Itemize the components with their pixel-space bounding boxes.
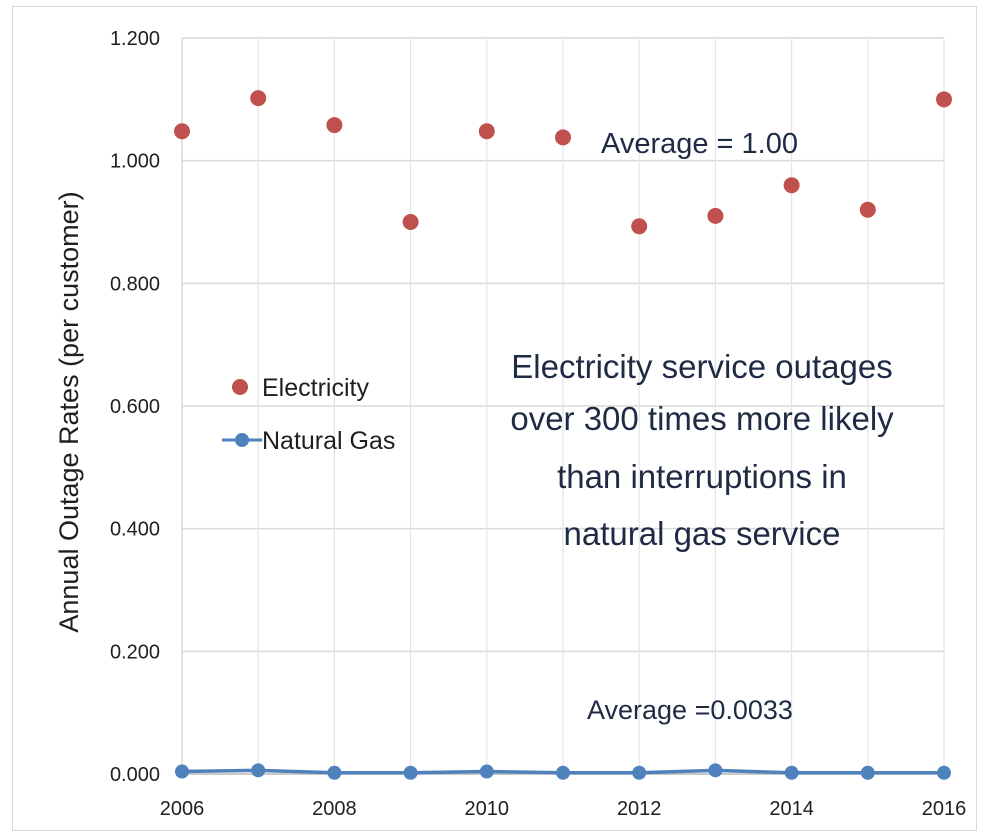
electricity-point [174, 123, 190, 140]
natural-gas-point [327, 765, 342, 780]
legend-electricity-label: Electricity [262, 374, 369, 402]
legend-natural-gas-marker [235, 433, 249, 447]
legend: Electricity Natural Gas [222, 374, 395, 455]
y-tick-label: 0.200 [110, 641, 160, 663]
electricity-average-annotation: Average = 1.00 [601, 128, 798, 160]
natural-gas-point [937, 765, 951, 780]
x-tick-label: 2010 [465, 798, 510, 820]
x-tick-label: 2008 [312, 798, 357, 820]
axes: Annual Outage Rates (per customer) 0.000… [54, 28, 966, 820]
y-tick-label: 0.800 [110, 273, 160, 295]
electricity-point [326, 117, 343, 134]
series-electricity [174, 90, 952, 235]
y-tick-label: 0.000 [110, 764, 160, 786]
natural-gas-point [403, 765, 418, 780]
y-axis-title: Annual Outage Rates (per customer) [54, 191, 84, 632]
legend-natural-gas-label: Natural Gas [262, 427, 395, 455]
comparison-note-line-1: Electricity service outages [511, 348, 892, 385]
x-tick-label: 2016 [922, 798, 967, 820]
electricity-point [250, 90, 267, 107]
electricity-point [402, 214, 419, 230]
natural-gas-point [860, 765, 875, 780]
electricity-point [707, 207, 724, 224]
comparison-note-line-2: over 300 times more likely [510, 400, 894, 437]
y-tick-label: 1.000 [110, 151, 160, 173]
comparison-note-line-3: than interruptions in [557, 458, 847, 495]
y-tick-label: 1.200 [110, 28, 160, 50]
comparison-note-line-4: natural gas service [564, 515, 841, 552]
natural-gas-point [251, 763, 266, 778]
natural-gas-point [479, 764, 494, 779]
electricity-point [555, 129, 571, 146]
legend-electricity-marker [232, 379, 248, 395]
y-tick-label: 0.600 [110, 396, 160, 418]
series-natural-gas [175, 763, 951, 780]
annotations: Average = 1.00 Electricity service outag… [510, 128, 894, 725]
x-tick-label: 2006 [160, 798, 205, 820]
x-tick-label: 2014 [769, 798, 814, 820]
natural-gas-point [784, 765, 799, 780]
natural-gas-average-annotation: Average =0.0033 [587, 695, 793, 725]
chart-frame [12, 6, 977, 831]
natural-gas-point [175, 764, 189, 779]
natural-gas-point [632, 765, 647, 780]
y-tick-label: 0.400 [110, 519, 160, 541]
x-tick-label: 2012 [617, 798, 662, 820]
electricity-point [859, 201, 876, 218]
data-series [174, 90, 952, 780]
electricity-point [478, 123, 495, 140]
electricity-point [631, 218, 648, 235]
electricity-point [936, 91, 952, 108]
natural-gas-point [708, 763, 723, 778]
electricity-point [783, 177, 800, 194]
natural-gas-point [556, 765, 570, 780]
